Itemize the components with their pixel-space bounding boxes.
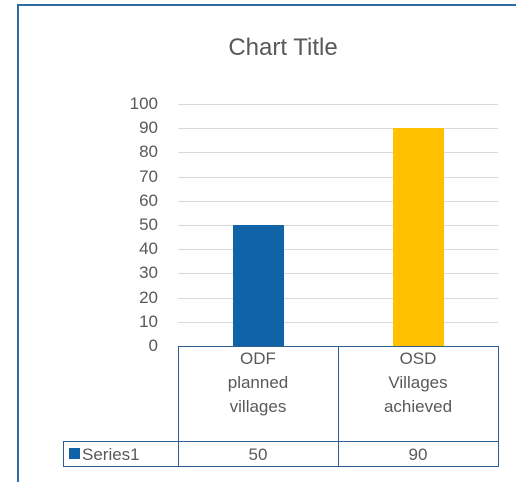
bar bbox=[232, 225, 284, 346]
bar bbox=[392, 128, 444, 346]
x-tick-label: ODF planned villages bbox=[227, 349, 289, 416]
y-tick-label: 30 bbox=[139, 263, 158, 283]
table-border bbox=[338, 346, 339, 466]
grid-line bbox=[178, 152, 498, 153]
grid-line bbox=[178, 201, 498, 202]
frame bbox=[17, 5, 19, 482]
table-value: 90 bbox=[408, 445, 428, 464]
legend-key bbox=[69, 448, 80, 459]
x-tick-label: OSD Villages achieved bbox=[383, 349, 453, 416]
y-tick-label: 70 bbox=[139, 166, 158, 186]
grid-line bbox=[178, 128, 498, 129]
table-border bbox=[178, 346, 179, 466]
grid-line bbox=[178, 225, 498, 226]
table-border bbox=[498, 346, 499, 466]
y-tick-label: 80 bbox=[139, 142, 158, 162]
table-border bbox=[63, 441, 64, 466]
grid-line bbox=[178, 177, 498, 178]
y-tick-label: 60 bbox=[139, 190, 158, 210]
y-tick-label: 20 bbox=[139, 287, 158, 307]
grid-line bbox=[178, 273, 498, 274]
y-tick-label: 90 bbox=[139, 118, 158, 138]
frame bbox=[17, 4, 516, 6]
y-tick-label: 10 bbox=[139, 311, 158, 331]
y-tick-label: 50 bbox=[139, 215, 158, 234]
grid-line bbox=[178, 104, 498, 105]
table-value: 50 bbox=[248, 445, 268, 464]
grid-line bbox=[178, 249, 498, 250]
legend-label: Series1 bbox=[82, 445, 140, 464]
y-tick-label: 100 bbox=[129, 94, 158, 113]
y-tick-label: 0 bbox=[148, 336, 158, 355]
y-tick-label: 40 bbox=[139, 239, 158, 259]
grid-line bbox=[178, 298, 498, 299]
grid-line bbox=[178, 322, 498, 323]
table-border bbox=[63, 466, 499, 467]
table-border bbox=[63, 441, 498, 442]
chart-title: Chart Title bbox=[228, 34, 338, 61]
